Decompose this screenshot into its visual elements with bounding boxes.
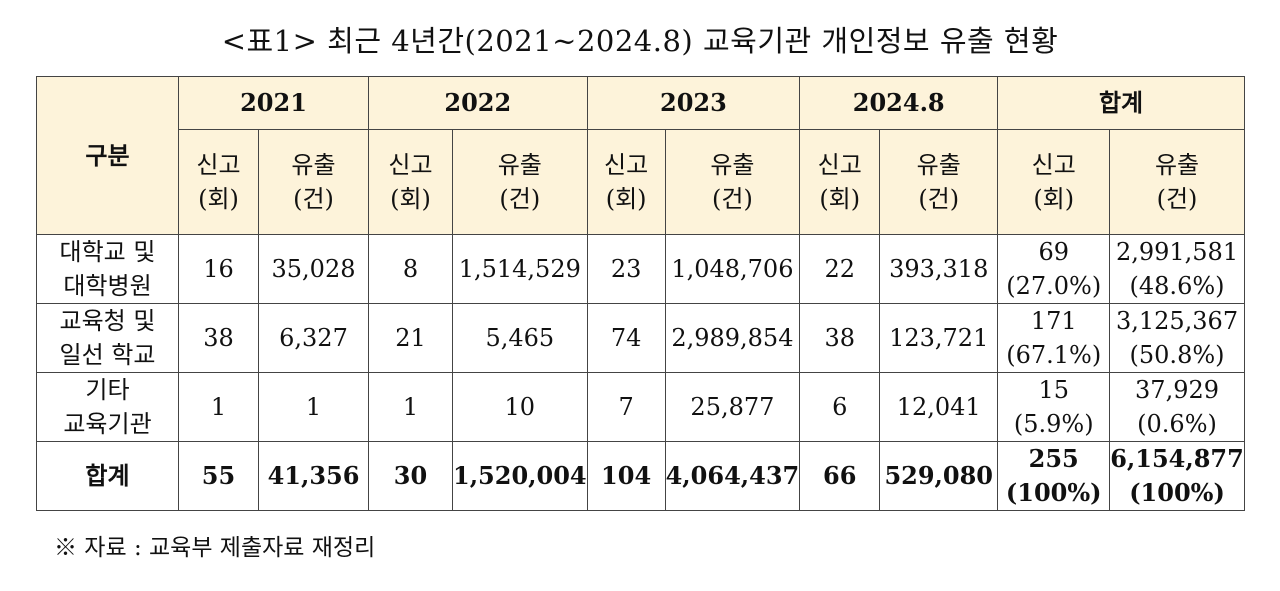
cell-total-leak: 3,125,367 (50.8%) xyxy=(1109,303,1245,373)
cell: 6 xyxy=(799,372,881,442)
header-report: 신고 (회) xyxy=(997,129,1111,235)
cell: 1,520,004 xyxy=(452,441,588,511)
cell-total-report: 69 (27.0%) xyxy=(997,234,1111,304)
cell: 10 xyxy=(452,372,588,442)
cell: 5,465 xyxy=(452,303,588,373)
cell: 41,356 xyxy=(258,441,369,511)
header-row-years: 구분 2021 2022 2023 2024.8 합계 xyxy=(36,76,1245,235)
cell: 16 xyxy=(178,234,259,304)
cell: 66 xyxy=(799,441,881,511)
header-year-2022: 2022 xyxy=(368,76,588,130)
cell: 74 xyxy=(586,303,666,373)
cell-total-report: 15 (5.9%) xyxy=(997,372,1111,442)
cell: 7 xyxy=(586,372,666,442)
header-report: 신고 (회) xyxy=(368,129,453,235)
header-report: 신고 (회) xyxy=(799,129,881,235)
cell: 38 xyxy=(178,303,259,373)
cell: 22 xyxy=(799,234,881,304)
cell: 1,048,706 xyxy=(664,234,801,304)
cell: 23 xyxy=(586,234,666,304)
row-category: 교육청 및 일선 학교 xyxy=(36,303,179,373)
cell: 25,877 xyxy=(664,372,801,442)
header-report: 신고 (회) xyxy=(586,129,666,235)
cell: 35,028 xyxy=(258,234,369,304)
header-category: 구분 xyxy=(36,76,179,235)
cell: 104 xyxy=(586,441,666,511)
cell-total-leak: 6,154,877 (100%) xyxy=(1109,441,1245,511)
header-year-2024-8: 2024.8 xyxy=(799,76,999,130)
header-total: 합계 xyxy=(997,76,1245,130)
cell: 1 xyxy=(178,372,259,442)
cell-total-leak: 37,929 (0.6%) xyxy=(1109,372,1245,442)
header-leak: 유출 (건) xyxy=(452,129,588,235)
data-table: 구분 2021 2022 2023 2024.8 합계 신고 (회) 유출 (건) … xyxy=(36,76,1245,511)
header-year-2023: 2023 xyxy=(586,76,801,130)
cell: 38 xyxy=(799,303,881,373)
cell: 123,721 xyxy=(879,303,999,373)
cell: 30 xyxy=(368,441,453,511)
cell-total-report: 255 (100%) xyxy=(997,441,1111,511)
cell: 2,989,854 xyxy=(664,303,801,373)
table-row: 대학교 및 대학병원 16 35,028 8 1,514,529 23 1,048… xyxy=(36,234,1245,304)
row-category: 합계 xyxy=(36,441,179,511)
header-leak: 유출 (건) xyxy=(879,129,999,235)
cell: 6,327 xyxy=(258,303,369,373)
cell: 8 xyxy=(368,234,453,304)
header-leak: 유출 (건) xyxy=(664,129,801,235)
cell: 4,064,437 xyxy=(664,441,801,511)
cell: 1,514,529 xyxy=(452,234,588,304)
table-title: <표1> 최근 4년간(2021~2024.8) 교육기관 개인정보 유출 현황 xyxy=(221,24,1059,58)
cell: 529,080 xyxy=(879,441,999,511)
row-category: 대학교 및 대학병원 xyxy=(36,234,179,304)
cell: 1 xyxy=(258,372,369,442)
table-row: 교육청 및 일선 학교 38 6,327 21 5,465 74 2,989,85… xyxy=(36,303,1245,373)
header-leak: 유출 (건) xyxy=(1109,129,1245,235)
cell: 21 xyxy=(368,303,453,373)
row-category: 기타 교육기관 xyxy=(36,372,179,442)
source-note: ※ 자료 : 교육부 제출자료 재정리 xyxy=(54,535,376,561)
header-report: 신고 (회) xyxy=(178,129,259,235)
header-year-2021: 2021 xyxy=(178,76,369,130)
table-row-total: 합계 55 41,356 30 1,520,004 104 4,064,437 … xyxy=(36,441,1245,511)
header-row-units: 신고 (회) 유출 (건) 신고 (회) 유출 (건) 신고 (회) 유출 (건) 신고 (회… xyxy=(37,129,1245,235)
header-leak: 유출 (건) xyxy=(258,129,369,235)
cell: 12,041 xyxy=(879,372,999,442)
cell: 1 xyxy=(368,372,453,442)
cell-total-leak: 2,991,581 (48.6%) xyxy=(1109,234,1245,304)
cell: 393,318 xyxy=(879,234,999,304)
cell-total-report: 171 (67.1%) xyxy=(997,303,1111,373)
cell: 55 xyxy=(178,441,259,511)
table-row: 기타 교육기관 1 1 1 10 7 25,877 6 12,041 15 (5.9… xyxy=(36,372,1245,442)
